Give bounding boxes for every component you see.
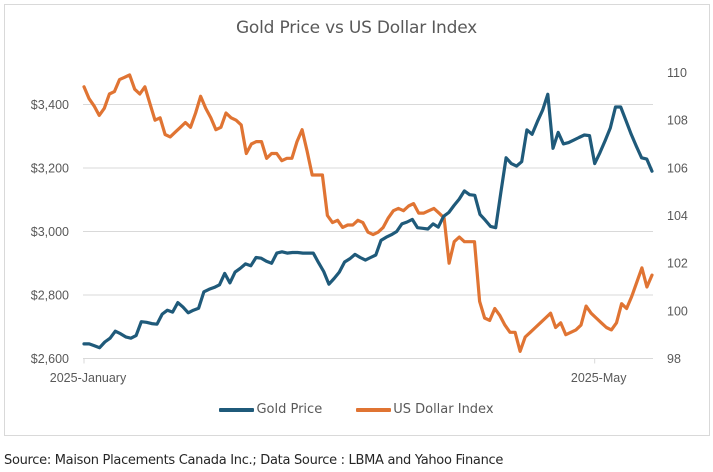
left-axis-ticks: $2,600 $2,800 $3,000 $3,200 $3,400: [31, 98, 69, 366]
legend-item-us-dollar-index: US Dollar Index: [356, 402, 494, 417]
right-tick-label: 104: [667, 209, 688, 223]
right-tick-label: 100: [667, 304, 688, 318]
left-tick-label: $3,200: [31, 162, 69, 176]
legend-swatch-usd: [356, 407, 392, 412]
legend-swatch-gold: [219, 407, 255, 412]
legend-item-gold-price: Gold Price: [219, 402, 322, 417]
right-tick-label: 108: [667, 114, 688, 128]
series-lines: [82, 73, 654, 353]
right-tick-label: 106: [667, 161, 688, 175]
left-tick-label: $2,600: [31, 352, 69, 366]
right-axis-ticks: 98 100 102 104 106 108 110: [667, 66, 688, 366]
left-tick-label: $3,400: [31, 98, 69, 112]
left-tick-label: $3,000: [31, 225, 69, 239]
right-tick-label: 102: [667, 257, 688, 271]
source-note: Source: Maison Placements Canada Inc.; D…: [4, 453, 504, 468]
gold-price-line: [82, 92, 654, 350]
right-tick-label: 110: [667, 66, 687, 80]
us-dollar-index-line: [82, 73, 654, 353]
x-tick-label: 2025-January: [50, 371, 127, 385]
left-tick-label: $2,800: [31, 289, 69, 303]
x-axis: 2025-January 2025-May: [50, 358, 653, 385]
legend-label: US Dollar Index: [393, 402, 494, 417]
x-tick-label: 2025-May: [571, 371, 627, 385]
legend-label: Gold Price: [256, 402, 323, 417]
chart-title: Gold Price vs US Dollar Index: [235, 18, 478, 38]
right-tick-label: 98: [667, 352, 681, 366]
legend: Gold Price US Dollar Index: [0, 402, 713, 417]
